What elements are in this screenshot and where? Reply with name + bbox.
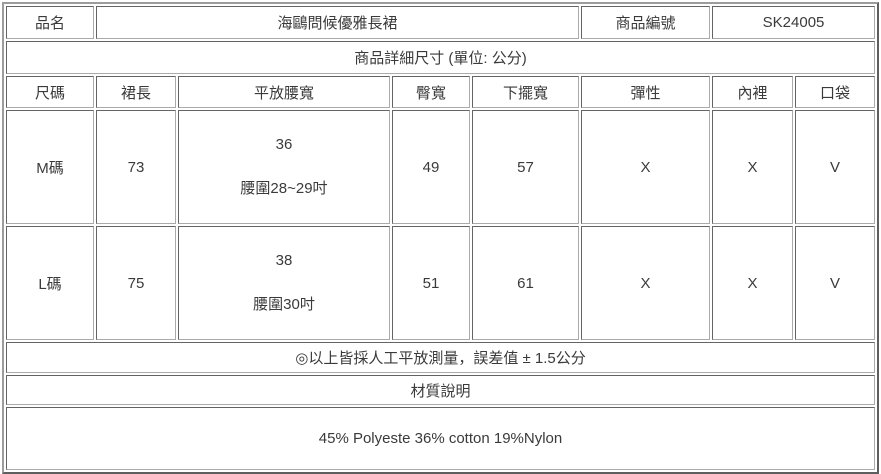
section-title: 商品詳細尺寸 (單位: 公分) <box>6 41 876 74</box>
cell-l-skirt-length: 75 <box>96 226 176 340</box>
col-header-elasticity: 彈性 <box>581 76 711 108</box>
col-header-pocket: 口袋 <box>795 76 876 108</box>
size-row-l: L碼 75 38 腰圍30吋 51 61 X X V <box>6 226 876 340</box>
cell-m-waist: 36 腰圍28~29吋 <box>178 110 390 224</box>
cell-m-size: M碼 <box>6 110 94 224</box>
material-value: 45% Polyeste 36% cotton 19%Nylon <box>6 407 876 470</box>
cell-m-hem: 57 <box>472 110 580 224</box>
cell-m-hip: 49 <box>392 110 470 224</box>
material-value-row: 45% Polyeste 36% cotton 19%Nylon <box>6 407 876 470</box>
cell-l-size: L碼 <box>6 226 94 340</box>
cell-m-lining: X <box>712 110 794 224</box>
product-code-label: 商品編號 <box>581 6 711 39</box>
col-header-skirt-length: 裙長 <box>96 76 176 108</box>
cell-l-waist-note: 腰圍30吋 <box>253 296 315 313</box>
cell-l-waist: 38 腰圍30吋 <box>178 226 390 340</box>
product-info-row: 品名 海鷗問候優雅長裙 商品編號 SK24005 <box>6 6 876 39</box>
size-table-header-row: 尺碼 裙長 平放腰寬 臀寬 下擺寬 彈性 內裡 口袋 <box>6 76 876 108</box>
measurement-note: ◎以上皆採人工平放測量，誤差值 ± 1.5公分 <box>6 342 876 373</box>
cell-m-pocket: V <box>795 110 876 224</box>
col-header-flat-waist: 平放腰寬 <box>178 76 390 108</box>
cell-l-lining: X <box>712 226 794 340</box>
col-header-size: 尺碼 <box>6 76 94 108</box>
cell-l-flat-waist: 38 <box>275 252 293 269</box>
section-title-row: 商品詳細尺寸 (單位: 公分) <box>6 41 876 74</box>
size-row-m: M碼 73 36 腰圍28~29吋 49 57 X X V <box>6 110 876 224</box>
col-header-hem: 下擺寬 <box>472 76 580 108</box>
material-title: 材質說明 <box>6 375 876 405</box>
product-code-value: SK24005 <box>712 6 876 39</box>
cell-l-elasticity: X <box>581 226 711 340</box>
product-name-value: 海鷗問候優雅長裙 <box>96 6 580 39</box>
material-title-row: 材質說明 <box>6 375 876 405</box>
product-name-label: 品名 <box>6 6 94 39</box>
col-header-hip: 臀寬 <box>392 76 470 108</box>
cell-l-hem: 61 <box>472 226 580 340</box>
cell-m-elasticity: X <box>581 110 711 224</box>
col-header-lining: 內裡 <box>712 76 794 108</box>
cell-m-waist-note: 腰圍28~29吋 <box>240 180 328 197</box>
cell-l-hip: 51 <box>392 226 470 340</box>
cell-m-flat-waist: 36 <box>275 136 293 153</box>
cell-m-skirt-length: 73 <box>96 110 176 224</box>
measurement-note-row: ◎以上皆採人工平放測量，誤差值 ± 1.5公分 <box>6 342 876 373</box>
cell-l-pocket: V <box>795 226 876 340</box>
